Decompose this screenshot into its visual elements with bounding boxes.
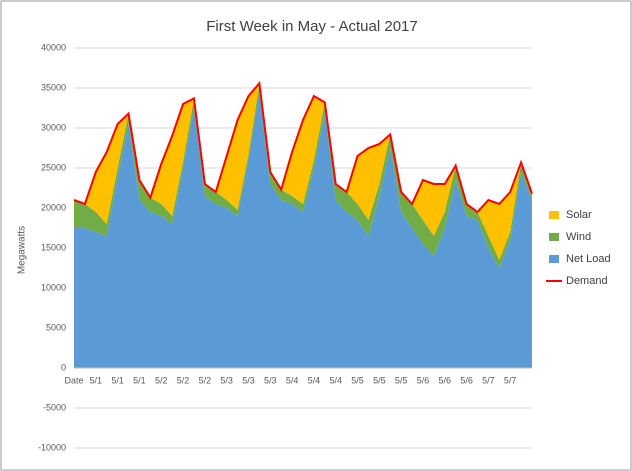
legend-label: Wind [566,231,591,243]
x-tick-label: 5/5 [395,375,408,385]
y-tick-label: -10000 [38,442,66,452]
y-tick-label: 15000 [41,242,66,252]
y-tick-label: 25000 [41,162,66,172]
x-tick-label: 5/2 [155,375,168,385]
line [73,80,533,214]
area [74,92,532,368]
x-tick-label: 5/3 [264,375,277,385]
y-tick-label: 40000 [41,42,66,52]
x-tick-label: 5/1 [133,375,146,385]
y-tick-label: 30000 [41,122,66,132]
legend-label: Net Load [566,253,611,265]
area [74,83,532,268]
legend-swatch [549,233,559,241]
x-tick-label: 5/3 [220,375,233,385]
legend-swatch [549,255,559,263]
x-tick-label: 5/4 [286,375,299,385]
y-tick-label: 35000 [41,82,66,92]
x-tick-label: 5/5 [373,375,386,385]
x-tick-label: 5/3 [242,375,255,385]
x-tick-label: 5/2 [199,375,212,385]
legend-label: Demand [566,275,608,287]
y-axis-title: Megawatts [17,226,28,274]
y-tick-label: 0 [61,362,66,372]
x-tick-label: 5/7 [482,375,495,385]
x-tick-label: 5/4 [329,375,342,385]
x-tick-label: 5/4 [308,375,321,385]
y-tick-label: -5000 [43,402,66,412]
x-tick-label: 5/7 [504,375,517,385]
x-tick-label: 5/6 [417,375,430,385]
x-tick-label: Date [64,375,83,385]
x-tick-label: 5/1 [90,375,103,385]
y-tick-label: 20000 [41,202,66,212]
y-tick-label: 10000 [41,282,66,292]
x-tick-label: 5/5 [351,375,364,385]
x-tick-label: 5/6 [439,375,452,385]
chart-title: First Week in May - Actual 2017 [206,18,417,35]
legend-label: Solar [566,209,592,221]
area [74,83,532,260]
x-tick-label: 5/6 [460,375,473,385]
x-tick-label: 5/2 [177,375,190,385]
x-tick-label: 5/1 [111,375,124,385]
legend-swatch [549,211,559,219]
y-tick-label: 5000 [46,322,66,332]
